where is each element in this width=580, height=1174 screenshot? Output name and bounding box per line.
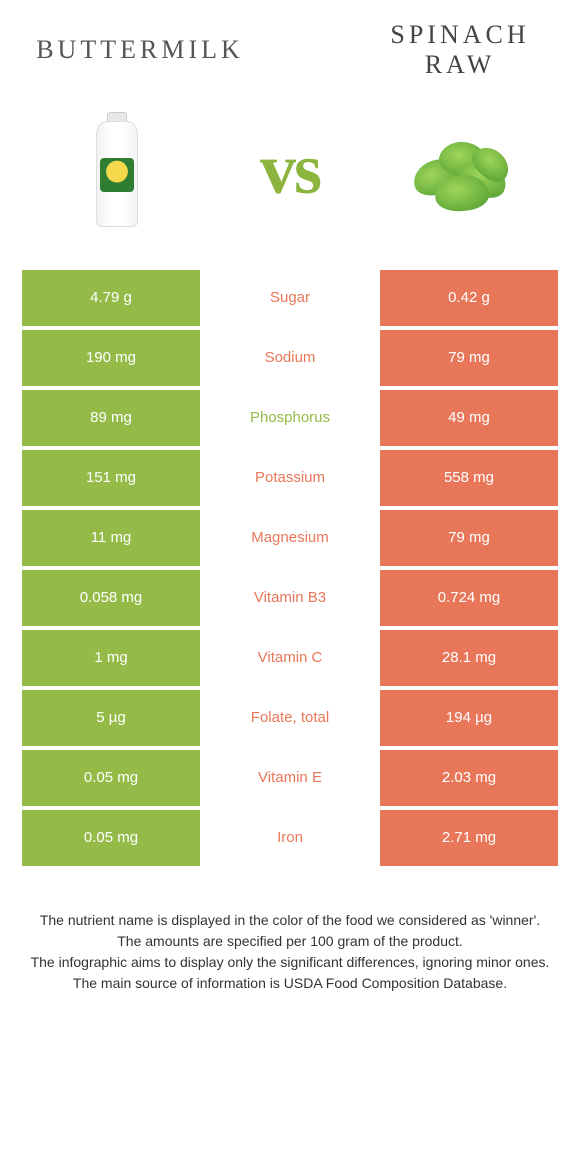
- cell-nutrient-label: Vitamin E: [200, 750, 380, 806]
- footer-line: The main source of information is USDA F…: [30, 973, 550, 994]
- cell-nutrient-label: Vitamin B3: [200, 570, 380, 626]
- cell-left-value: 89 mg: [22, 390, 200, 446]
- table-row: 151 mgPotassium558 mg: [22, 450, 558, 506]
- cell-left-value: 5 µg: [22, 690, 200, 746]
- cell-right-value: 0.42 g: [380, 270, 558, 326]
- cell-left-value: 0.05 mg: [22, 810, 200, 866]
- table-row: 0.058 mgVitamin B30.724 mg: [22, 570, 558, 626]
- cell-right-value: 49 mg: [380, 390, 558, 446]
- cell-right-value: 2.03 mg: [380, 750, 558, 806]
- images-row: vs: [0, 90, 580, 260]
- buttermilk-image: [30, 112, 203, 227]
- cell-left-value: 190 mg: [22, 330, 200, 386]
- table-row: 1 mgVitamin C28.1 mg: [22, 630, 558, 686]
- cell-left-value: 151 mg: [22, 450, 200, 506]
- table-row: 4.79 gSugar0.42 g: [22, 270, 558, 326]
- table-row: 89 mgPhosphorus49 mg: [22, 390, 558, 446]
- table-row: 190 mgSodium79 mg: [22, 330, 558, 386]
- cell-left-value: 4.79 g: [22, 270, 200, 326]
- cell-right-value: 2.71 mg: [380, 810, 558, 866]
- cell-right-value: 194 µg: [380, 690, 558, 746]
- footer-notes: The nutrient name is displayed in the co…: [0, 870, 580, 994]
- cell-right-value: 0.724 mg: [380, 570, 558, 626]
- cell-nutrient-label: Magnesium: [200, 510, 380, 566]
- cell-left-value: 0.058 mg: [22, 570, 200, 626]
- cell-nutrient-label: Sodium: [200, 330, 380, 386]
- vs-text: vs: [203, 128, 376, 211]
- table-row: 5 µgFolate, total194 µg: [22, 690, 558, 746]
- cell-nutrient-label: Phosphorus: [200, 390, 380, 446]
- header: Buttermilk Spinach raw: [0, 20, 580, 90]
- table-row: 0.05 mgVitamin E2.03 mg: [22, 750, 558, 806]
- cell-right-value: 79 mg: [380, 330, 558, 386]
- spinach-image: [377, 130, 550, 210]
- cell-nutrient-label: Iron: [200, 810, 380, 866]
- cell-right-value: 558 mg: [380, 450, 558, 506]
- table-row: 0.05 mgIron2.71 mg: [22, 810, 558, 866]
- cell-nutrient-label: Vitamin C: [200, 630, 380, 686]
- footer-line: The amounts are specified per 100 gram o…: [30, 931, 550, 952]
- title-left: Buttermilk: [20, 35, 260, 65]
- footer-line: The infographic aims to display only the…: [30, 952, 550, 973]
- cell-right-value: 28.1 mg: [380, 630, 558, 686]
- table-row: 11 mgMagnesium79 mg: [22, 510, 558, 566]
- cell-nutrient-label: Sugar: [200, 270, 380, 326]
- footer-line: The nutrient name is displayed in the co…: [30, 910, 550, 931]
- cell-right-value: 79 mg: [380, 510, 558, 566]
- cell-left-value: 11 mg: [22, 510, 200, 566]
- infographic-container: Buttermilk Spinach raw vs 4.79 gSugar0.4…: [0, 0, 580, 1174]
- cell-left-value: 0.05 mg: [22, 750, 200, 806]
- cell-nutrient-label: Folate, total: [200, 690, 380, 746]
- nutrient-table: 4.79 gSugar0.42 g190 mgSodium79 mg89 mgP…: [22, 270, 558, 866]
- title-right: Spinach raw: [360, 20, 560, 80]
- cell-left-value: 1 mg: [22, 630, 200, 686]
- cell-nutrient-label: Potassium: [200, 450, 380, 506]
